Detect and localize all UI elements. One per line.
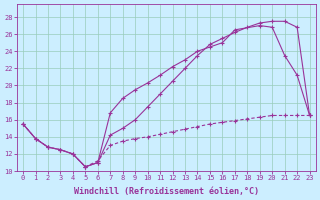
- X-axis label: Windchill (Refroidissement éolien,°C): Windchill (Refroidissement éolien,°C): [74, 187, 259, 196]
